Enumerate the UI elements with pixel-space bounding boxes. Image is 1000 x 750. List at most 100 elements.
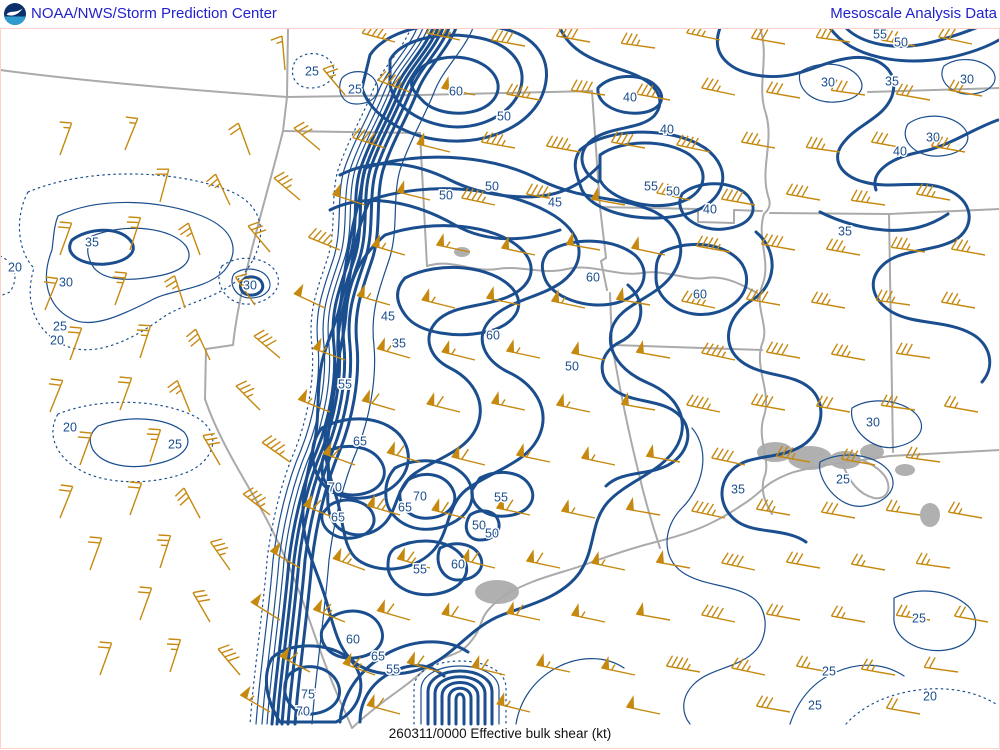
wind-barb-icon [209, 538, 231, 571]
wind-barb-icon [915, 183, 951, 201]
wind-barb-icon [112, 271, 128, 306]
wind-barb-icon [48, 378, 64, 413]
wind-barb-icon [676, 134, 711, 153]
wind-barb-icon [396, 191, 431, 201]
wind-barb-icon [950, 238, 986, 256]
contour-label: 70 [296, 704, 310, 718]
wind-barb-icon [491, 399, 526, 411]
wind-barb-icon [765, 81, 801, 99]
wind-barb-icon [765, 341, 801, 359]
wind-barb-icon [313, 603, 346, 623]
contour-label: 25 [53, 319, 67, 333]
contour-label: 30 [960, 72, 974, 86]
wind-barb-icon [890, 236, 926, 253]
wind-barb-icon [240, 694, 271, 713]
wind-barb-icon [885, 499, 921, 516]
wind-barb-icon [591, 198, 626, 206]
wind-barb-icon [322, 64, 346, 96]
wind-barb-icon [701, 604, 736, 623]
wind-barb-icon [555, 25, 591, 43]
header-left-link[interactable]: NOAA/NWS/Storm Prediction Center [31, 5, 277, 22]
contour-label: 50 [439, 188, 453, 202]
contour-label: 55 [413, 562, 427, 576]
wind-barb-icon [765, 603, 801, 621]
contour-label: 60 [486, 328, 500, 342]
wind-barb-icon [701, 77, 736, 96]
wind-barb-icon [720, 188, 756, 206]
wind-barb-icon [610, 131, 646, 149]
contour-label: 50 [472, 518, 486, 532]
wind-barb-icon [332, 193, 366, 206]
contour-label: 60 [586, 270, 600, 284]
wind-barb-icon [681, 290, 716, 309]
wind-barb-icon [947, 79, 983, 97]
wind-barb-icon [505, 83, 541, 101]
wind-barb-icon [58, 484, 74, 519]
wind-barb-icon [635, 83, 671, 101]
wind-barb-icon [250, 601, 281, 621]
wind-barb-icon [247, 221, 271, 253]
wind-barb-icon [626, 508, 661, 516]
wind-barb-icon [490, 29, 526, 47]
wind-barb-icon [377, 603, 411, 621]
wind-barb-icon [785, 551, 821, 569]
contour-label: 60 [346, 632, 360, 646]
wind-barb-icon [431, 501, 466, 519]
contour-label: 30 [926, 130, 940, 144]
wind-barb-icon [760, 233, 796, 251]
contour-label: 25 [836, 472, 850, 486]
contour-label: 45 [548, 195, 562, 209]
contour-label: 65 [398, 500, 412, 514]
wind-barb-icon [261, 435, 291, 463]
contour-label: 65 [331, 510, 345, 524]
wind-barb-icon [620, 32, 656, 49]
wind-barb-icon [947, 501, 983, 519]
wind-barb-icon [242, 487, 271, 516]
contour-label: 70 [413, 489, 427, 503]
wind-barb-icon [298, 397, 331, 413]
wind-barb-icon [156, 534, 172, 569]
contour-label: 60 [449, 84, 463, 98]
wind-barb-icon [421, 296, 456, 309]
wind-barb-icon [377, 70, 411, 93]
wind-barb-icon [536, 661, 571, 673]
wind-barb-icon [870, 131, 906, 149]
wind-barb-icon [436, 241, 471, 253]
wind-barb-icon [805, 136, 841, 153]
wind-barb-icon [127, 481, 143, 516]
wind-barb-icon [755, 695, 791, 713]
wind-barb-icon [253, 329, 281, 359]
contour-label: 35 [885, 74, 899, 88]
contour-label: 25 [808, 698, 822, 712]
wind-barb-icon [691, 500, 726, 519]
contour-label: 20 [50, 333, 64, 347]
contour-label: 30 [821, 75, 835, 89]
wind-barb-icon [750, 27, 786, 45]
wind-barb-icon [840, 448, 876, 466]
noaa-logo-icon [3, 2, 27, 26]
wind-barb-icon [146, 428, 162, 463]
wind-barb-icon [810, 291, 846, 309]
wind-barb-icon [895, 342, 931, 359]
wind-barb-icon [332, 552, 366, 571]
wind-barb-icon [441, 605, 476, 623]
header-right-link[interactable]: Mesoscale Analysis Data [830, 5, 997, 22]
contour-label: 25 [912, 611, 926, 625]
wind-barb-icon [830, 79, 866, 96]
wind-barb-icon [525, 183, 561, 201]
wind-barb-icon [273, 171, 301, 201]
wind-barb-icon [166, 638, 182, 673]
wind-barb-icon [416, 143, 451, 153]
wind-barb-icon [755, 498, 791, 516]
wind-barb-icon [205, 173, 231, 206]
contour-label: 40 [660, 122, 674, 136]
wind-barb-icon [357, 292, 391, 306]
wind-barb-icon [561, 507, 596, 519]
wind-barb-icon [506, 604, 541, 621]
wind-barb-icon [545, 135, 581, 153]
wind-barb-icon [850, 189, 886, 206]
wind-barb-icon [570, 79, 606, 96]
wind-barb-icon [407, 655, 441, 673]
wind-barb-icon [701, 342, 736, 361]
